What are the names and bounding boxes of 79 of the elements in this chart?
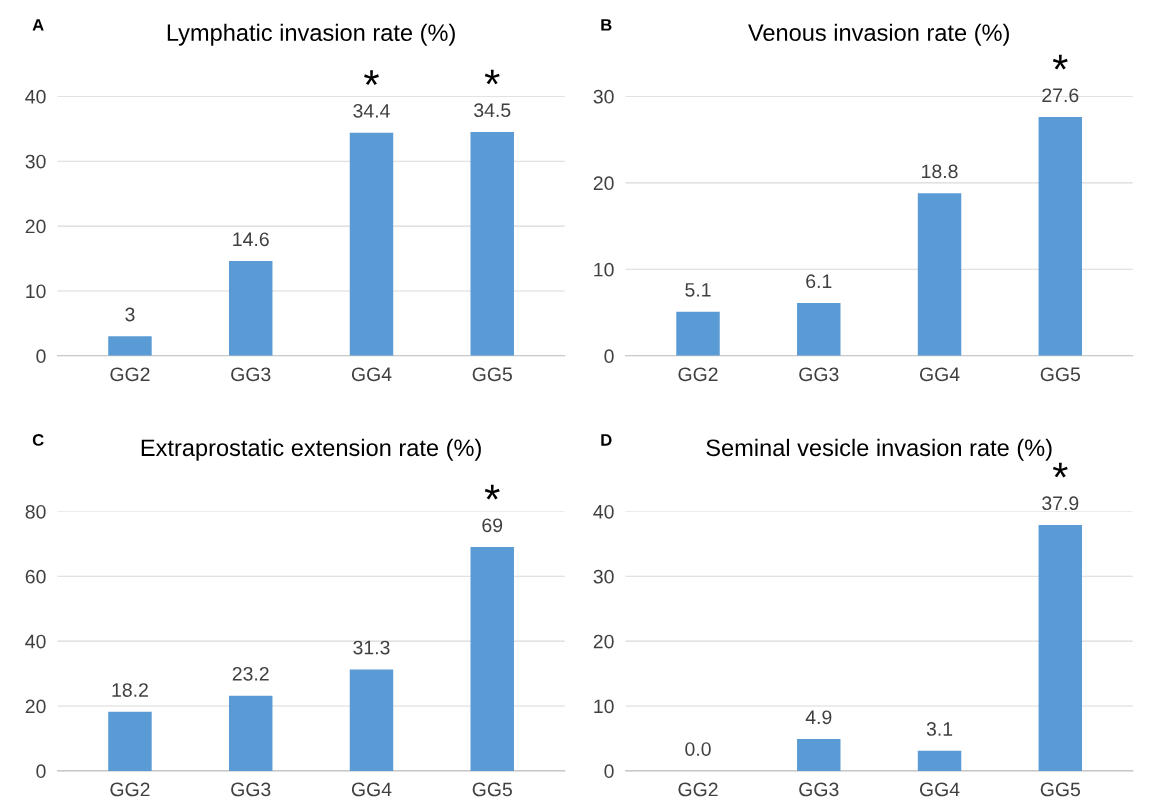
bar <box>349 132 394 356</box>
data-label: 6.1 <box>806 274 832 289</box>
chart-title: Seminal vesicle invasion rate (%) <box>706 438 1052 461</box>
y-tick-label: 10 <box>594 699 614 714</box>
x-tick-label: GG4 <box>351 367 392 382</box>
bar <box>470 547 514 771</box>
bar <box>676 311 720 356</box>
y-tick-label: 80 <box>25 504 46 519</box>
bar <box>797 739 841 771</box>
bar <box>108 336 152 356</box>
data-label: 27.6 <box>1042 88 1079 103</box>
x-tick-label: GG2 <box>678 782 718 797</box>
y-tick-label: 20 <box>25 699 46 714</box>
data-label: 3.1 <box>926 722 953 736</box>
y-tick-label: 0 <box>604 764 614 779</box>
y-tick-label: 20 <box>593 634 614 649</box>
annotation: * <box>484 484 500 500</box>
bar <box>470 132 514 356</box>
y-tick-label: 30 <box>593 569 614 584</box>
y-tick-label: 0 <box>36 349 46 364</box>
chart-title: Extraprostatic extension rate (%) <box>141 438 481 461</box>
text: B <box>601 19 612 31</box>
bar <box>108 711 152 771</box>
y-tick-label: 0 <box>36 764 46 779</box>
x-tick-label: GG5 <box>472 367 512 382</box>
y-tick-label: 40 <box>25 89 46 104</box>
x-tick-label: GG5 <box>1040 367 1081 382</box>
y-tick-label: 10 <box>594 262 614 277</box>
annotation: * <box>1052 54 1068 70</box>
bar <box>1038 117 1083 356</box>
x-tick-label: GG4 <box>919 782 960 797</box>
annotation: * <box>1052 462 1068 478</box>
x-tick-label: GG5 <box>1040 782 1081 797</box>
bar <box>228 261 273 356</box>
x-tick-label: GG3 <box>231 782 271 797</box>
chart-title: Lymphatic invasion rate (%) <box>167 23 455 46</box>
bar <box>228 695 273 771</box>
data-label: 34.5 <box>474 103 511 118</box>
x-tick-label: GG2 <box>110 367 150 382</box>
data-label: 18.2 <box>112 683 148 697</box>
y-tick-label: 60 <box>25 569 46 584</box>
data-label: 31.3 <box>353 640 390 655</box>
x-tick-label: GG2 <box>110 782 150 797</box>
x-tick-label: GG3 <box>231 367 271 382</box>
y-tick-label: 10 <box>26 284 46 299</box>
data-label: 4.9 <box>805 710 832 725</box>
text: C <box>32 434 44 446</box>
text: A <box>32 19 44 31</box>
x-tick-label: GG3 <box>799 782 839 797</box>
y-tick-label: 30 <box>593 89 614 104</box>
data-label: 0.0 <box>685 742 711 756</box>
x-tick-label: GG3 <box>799 367 839 382</box>
bar <box>349 669 394 771</box>
data-label: 69 <box>482 518 503 533</box>
data-label: 14.6 <box>233 232 269 247</box>
data-label: 3 <box>125 307 135 322</box>
y-tick-label: 20 <box>25 219 46 234</box>
x-tick-label: GG5 <box>472 782 512 797</box>
y-tick-label: 40 <box>593 504 614 519</box>
bar <box>797 303 841 356</box>
data-label: 34.4 <box>353 103 390 118</box>
bar <box>917 193 962 356</box>
y-tick-label: 30 <box>25 154 46 169</box>
annotation: * <box>484 69 500 85</box>
x-tick-label: GG2 <box>678 367 718 382</box>
y-tick-label: 40 <box>25 634 46 649</box>
bar <box>1038 525 1083 771</box>
data-label: 37.9 <box>1042 496 1079 511</box>
x-tick-label: GG4 <box>919 367 960 382</box>
data-label: 18.8 <box>922 164 958 179</box>
data-label: 5.1 <box>685 283 711 297</box>
annotation: * <box>364 70 379 85</box>
data-label: 23.2 <box>232 666 269 681</box>
chart-title: Venous invasion rate (%) <box>748 23 1009 46</box>
y-tick-label: 0 <box>604 349 614 364</box>
x-tick-label: GG4 <box>351 782 392 797</box>
text: D <box>601 434 612 446</box>
bar <box>917 750 962 771</box>
y-tick-label: 20 <box>593 176 614 191</box>
